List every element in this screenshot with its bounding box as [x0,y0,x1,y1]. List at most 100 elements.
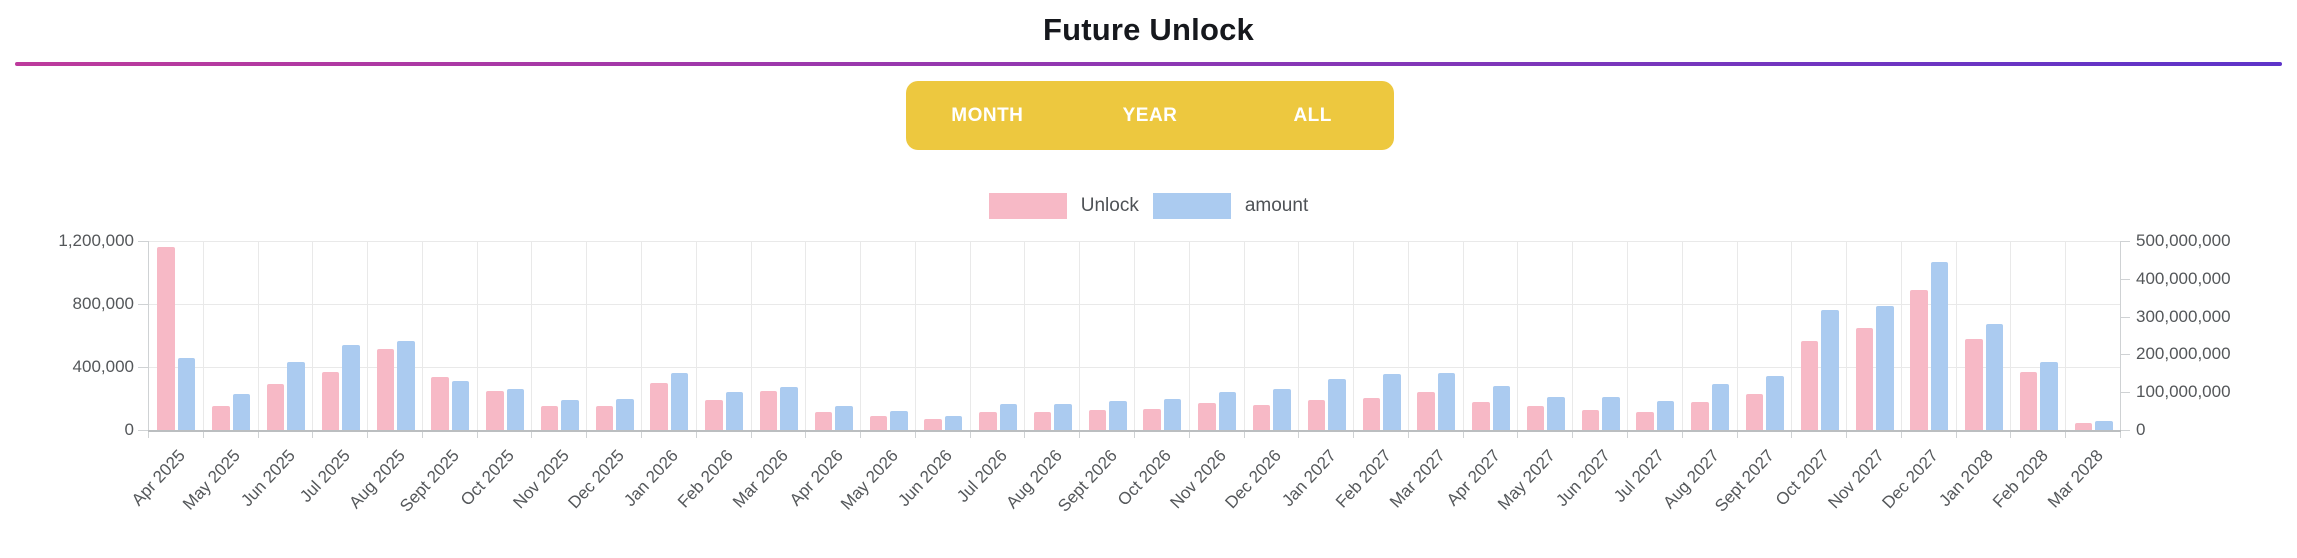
bar-amount[interactable] [1163,398,1182,430]
bar-amount[interactable] [1437,373,1456,430]
bar-unlock[interactable] [924,419,942,430]
bar-unlock[interactable] [814,411,833,430]
bar-unlock[interactable] [1472,401,1490,430]
bar-unlock[interactable] [1307,400,1326,430]
bar-unlock[interactable] [1636,411,1654,430]
left-axis-tick-label: 1,200,000 [58,231,134,250]
gridline-vertical [1627,241,1628,430]
gridline-vertical [969,241,971,430]
bar-amount[interactable] [1602,397,1620,430]
bar-amount[interactable] [1273,389,1291,430]
bar-unlock[interactable] [157,247,175,430]
right-axis-tick-label: 500,000,000 [2136,231,2231,250]
bar-unlock[interactable] [650,382,668,430]
bar-unlock[interactable] [1198,403,1216,430]
bar-unlock[interactable] [869,415,887,430]
bar-unlock[interactable] [705,400,723,430]
bar-amount[interactable] [1492,386,1511,430]
bar-amount[interactable] [1328,378,1346,430]
bar-amount[interactable] [451,380,470,430]
bar-amount[interactable] [1218,392,1237,430]
bar-amount[interactable] [725,392,744,430]
gridline-vertical [1517,241,1519,430]
bar-amount[interactable] [2095,420,2113,430]
bar-unlock[interactable] [1745,393,1764,430]
bar-unlock[interactable] [1965,339,1983,430]
bar-amount[interactable] [1054,403,1072,430]
bar-unlock[interactable] [2074,422,2093,430]
x-axis-tick [641,430,642,438]
x-axis-tick [476,430,478,438]
bar-unlock[interactable] [1691,402,1709,430]
all-button[interactable]: ALL [1231,81,1394,150]
bar-unlock[interactable] [376,348,394,430]
bar-unlock[interactable] [540,406,559,430]
bar-unlock[interactable] [266,384,285,430]
bar-amount[interactable] [1985,324,2004,430]
gridline-vertical [1353,241,1355,430]
bar-unlock[interactable] [486,391,504,430]
gridline-vertical [1024,241,1026,430]
bar-amount[interactable] [1766,376,1784,430]
bar-unlock[interactable] [979,411,997,430]
gridline-vertical [586,241,588,430]
bar-amount[interactable] [397,341,415,430]
bar-amount[interactable] [1383,374,1401,430]
x-axis-tick [1024,430,1026,438]
gridline-vertical [1900,241,1902,430]
bar-amount[interactable] [1876,306,1894,430]
bar-unlock[interactable] [2019,371,2038,430]
bar-amount[interactable] [342,344,360,430]
bar-unlock[interactable] [321,371,340,430]
bar-amount[interactable] [506,389,525,430]
gridline-vertical [641,241,642,430]
bar-amount[interactable] [177,358,196,430]
bar-unlock[interactable] [1088,410,1107,430]
bar-amount[interactable] [670,373,689,430]
bar-amount[interactable] [890,411,908,430]
bar-amount[interactable] [1547,397,1565,430]
bar-amount[interactable] [999,403,1018,430]
bar-amount[interactable] [232,394,251,430]
bar-amount[interactable] [1656,400,1675,430]
bar-unlock[interactable] [212,406,230,430]
bar-amount[interactable] [2040,361,2058,430]
bar-amount[interactable] [944,416,963,430]
gridline-vertical [1134,241,1135,430]
bar-amount[interactable] [1930,261,1949,430]
bar-amount[interactable] [835,405,853,430]
bar-unlock[interactable] [1143,408,1161,430]
bar-unlock[interactable] [759,390,778,430]
bar-unlock[interactable] [1800,341,1819,430]
bar-unlock[interactable] [431,377,449,430]
bar-unlock[interactable] [1910,289,1928,430]
bar-amount[interactable] [616,398,634,430]
gridline-vertical [1407,241,1409,430]
bar-amount[interactable] [1109,400,1127,430]
chart-legend: Unlock amount [0,193,2297,219]
legend-item-unlock[interactable]: Unlock [988,193,1139,219]
year-button[interactable]: YEAR [1069,81,1232,150]
legend-swatch-amount [1152,193,1231,219]
x-axis-tick [1298,430,1300,438]
bar-amount[interactable] [1821,310,1839,430]
bar-unlock[interactable] [1252,404,1271,430]
month-button[interactable]: MONTH [906,81,1069,150]
bar-unlock[interactable] [1855,327,1873,430]
bar-amount[interactable] [780,386,798,430]
bar-amount[interactable] [287,361,305,430]
x-axis-tick [750,430,752,438]
bar-unlock[interactable] [1033,411,1052,430]
legend-label: amount [1244,195,1309,216]
x-axis-tick [695,430,697,438]
bar-amount[interactable] [561,399,579,430]
bar-unlock[interactable] [1581,410,1600,430]
bar-amount[interactable] [1711,384,1730,430]
x-axis-tick [367,430,369,438]
bar-unlock[interactable] [595,406,614,430]
legend-item-amount[interactable]: amount [1152,193,1309,219]
bar-unlock[interactable] [1417,392,1435,430]
bar-unlock[interactable] [1526,406,1545,430]
bar-unlock[interactable] [1362,397,1380,430]
